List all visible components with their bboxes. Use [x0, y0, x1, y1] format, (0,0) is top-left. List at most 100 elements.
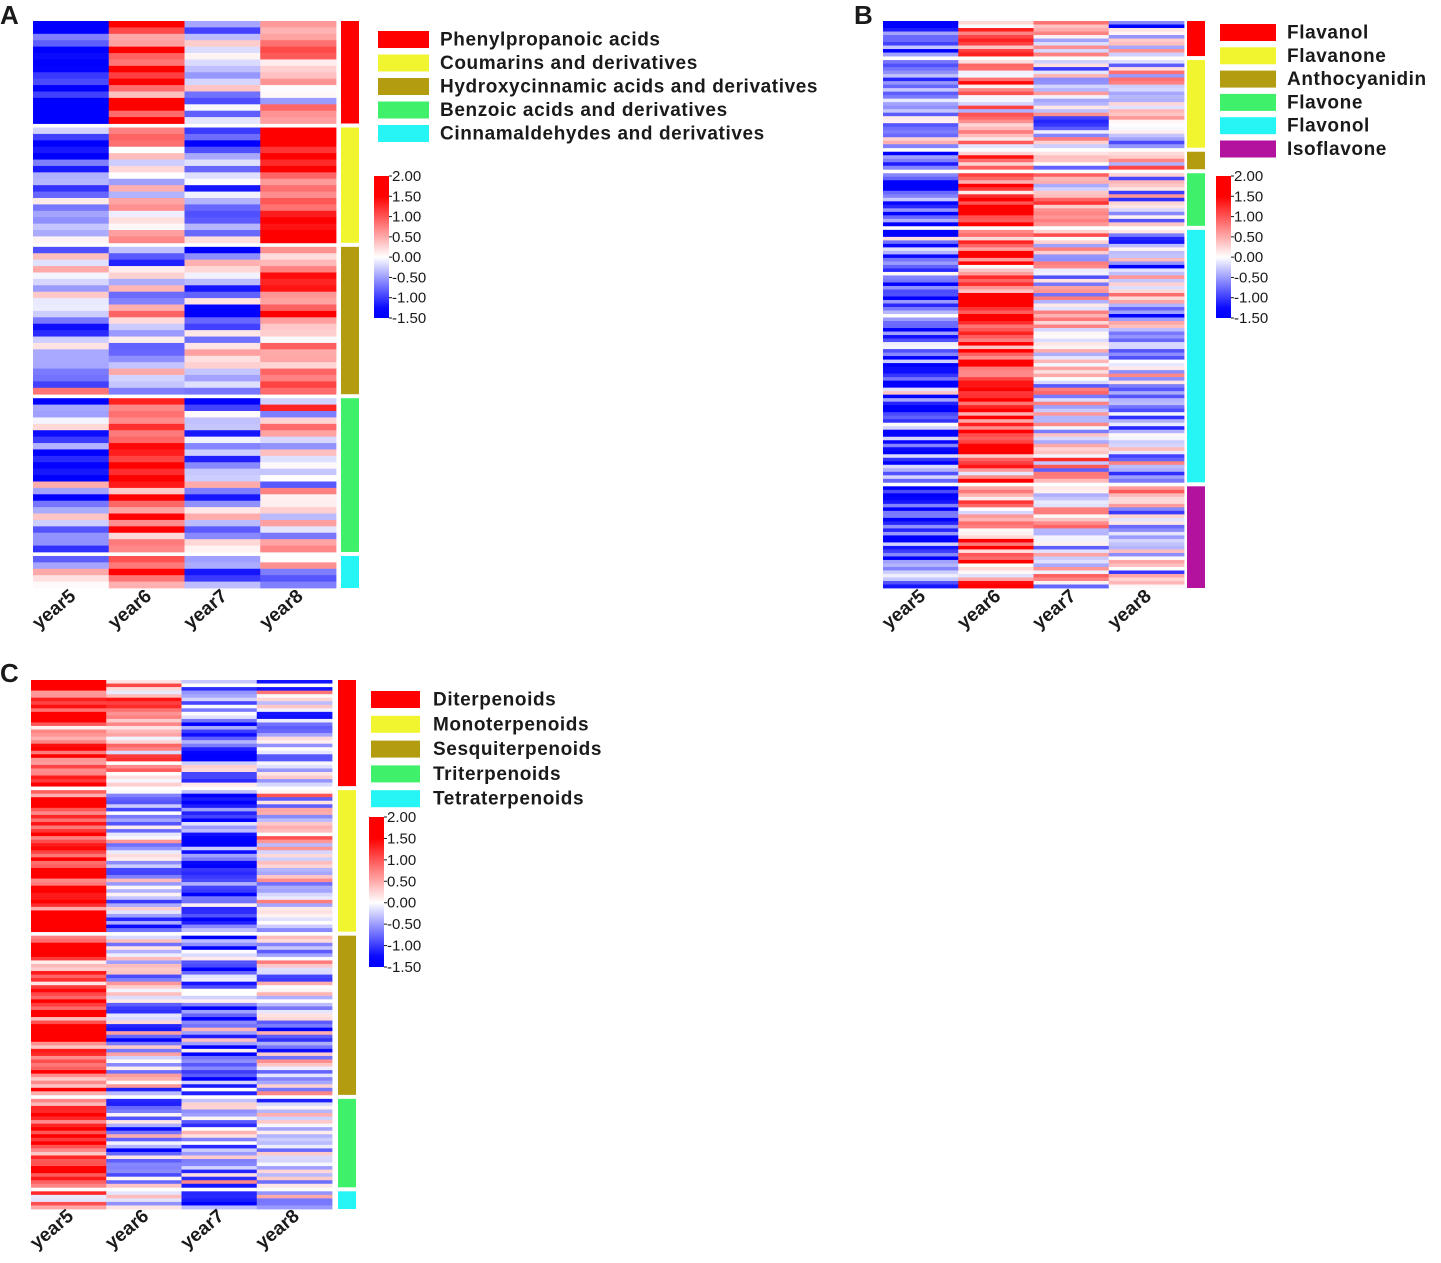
- heatmap-cell-a-coumarins-and-derivatives-3-year6: [108, 146, 185, 154]
- heatmap-cell-c-diterpenoids-29-year5: [31, 782, 107, 787]
- heatmap-cell-c-diterpenoids-3-year8: [256, 690, 333, 695]
- heatmap-cell-c-monoterpenoids-38-year6: [106, 924, 182, 929]
- heatmap-cell-b-flavonol-31-year7: [1033, 338, 1110, 343]
- heatmap-cell-b-flavonol-58-year5: [883, 433, 959, 438]
- heatmap-cell-c-triterpenoids-8-year8: [256, 1127, 333, 1132]
- heatmap-cell-c-diterpenoids-10-year8: [256, 715, 333, 720]
- heatmap-cell-a-coumarins-and-derivatives-16-year7: [184, 230, 261, 237]
- heatmap-cell-c-sesquiterpenoids-40-year6: [106, 1077, 182, 1082]
- heatmap-cell-c-monoterpenoids-17-year7: [181, 850, 258, 855]
- heatmap-cell-c-sesquiterpenoids-5-year7: [181, 953, 258, 958]
- heatmap-cell-c-triterpenoids-5-year5: [31, 1116, 107, 1121]
- heatmap-cell-c-diterpenoids-28-year7: [181, 779, 258, 783]
- heatmap-cell-b-flavonol-6-year7: [1033, 250, 1110, 255]
- heatmap-cell-a-hydroxycinnamic-acids-and-derivatives-21-year5: [33, 381, 110, 389]
- heatmap-cell-c-monoterpenoids-31-year5: [31, 899, 107, 904]
- color-scale-bar-a: [374, 176, 389, 318]
- heatmap-cell-a-phenylpropanoic-acids-6-year8: [260, 59, 337, 67]
- heatmap-cell-b-flavanone-11-year7: [1033, 98, 1110, 103]
- heatmap-cell-c-sesquiterpenoids-28-year8: [256, 1034, 333, 1039]
- heatmap-cell-b-isoflavone-16-year7: [1033, 542, 1110, 547]
- heatmap-cell-b-anthocyanidin-4-year7: [1033, 165, 1110, 170]
- heatmap-cell-b-flavonol-24-year6: [958, 314, 1034, 318]
- heatmap-cell-b-flavone-2-year7: [1033, 180, 1110, 185]
- heatmap-cell-c-sesquiterpenoids-21-year8: [256, 1009, 333, 1014]
- legend-swatch-a-coumarins-and-derivatives: [378, 54, 429, 72]
- heatmap-cell-b-flavone-7-year8: [1108, 197, 1185, 202]
- heatmap-cell-c-diterpenoids-26-year8: [256, 771, 333, 776]
- column-label-a-year7: year7: [180, 586, 232, 634]
- heatmap-cell-b-flavanone-3-year6: [958, 70, 1034, 75]
- heatmap-cell-b-anthocyanidin-3-year5: [883, 162, 959, 167]
- heatmap-cell-a-cinnamaldehydes-and-derivatives-4-year6: [108, 581, 185, 589]
- heatmap-cell-c-diterpenoids-18-year8: [256, 743, 333, 748]
- heatmap-cell-b-flavone-12-year5: [883, 215, 959, 220]
- heatmap-cell-b-flavanone-10-year5: [883, 95, 959, 100]
- heatmap-cell-c-triterpenoids-1-year8: [256, 1102, 333, 1107]
- heatmap-cell-a-hydroxycinnamic-acids-and-derivatives-16-year5: [33, 349, 110, 357]
- heatmap-cell-c-diterpenoids-27-year7: [181, 775, 258, 780]
- heatmap-cell-a-coumarins-and-derivatives-13-year7: [184, 210, 261, 218]
- heatmap-cell-a-hydroxycinnamic-acids-and-derivatives-11-year8: [260, 317, 337, 325]
- heatmap-cell-b-flavonol-30-year8: [1108, 335, 1185, 339]
- heatmap-cell-b-anthocyanidin-3-year6: [958, 162, 1034, 167]
- heatmap-cell-b-isoflavone-6-year5: [883, 507, 959, 512]
- heatmap-cell-b-isoflavone-9-year6: [958, 517, 1034, 522]
- heatmap-cell-b-flavonol-49-year6: [958, 401, 1034, 406]
- heatmap-cell-b-flavonol-17-year5: [883, 289, 959, 294]
- heatmap-cell-c-sesquiterpenoids-7-year8: [256, 960, 333, 965]
- legend-label-c-sesquiterpenoids: Sesquiterpenoids: [433, 739, 602, 760]
- heatmap-cell-b-flavone-12-year7: [1033, 215, 1110, 220]
- heatmap-cell-c-sesquiterpenoids-41-year8: [256, 1080, 333, 1085]
- heatmap-cell-b-flavonol-16-year5: [883, 285, 959, 290]
- heatmap-cell-b-flavanol-6-year5: [883, 42, 959, 46]
- heatmap-cell-c-sesquiterpenoids-15-year6: [106, 988, 182, 993]
- heatmap-cell-b-isoflavone-7-year8: [1108, 510, 1185, 515]
- heatmap-cell-c-sesquiterpenoids-33-year7: [181, 1052, 258, 1057]
- heatmap-cell-b-isoflavone-23-year7: [1033, 566, 1110, 571]
- heatmap-cell-c-monoterpenoids-15-year7: [181, 843, 258, 848]
- heatmap-cell-c-tetraterpenoids-4-year7: [181, 1205, 258, 1210]
- heatmap-cell-a-coumarins-and-derivatives-17-year6: [108, 236, 185, 244]
- heatmap-cell-b-flavonol-15-year5: [883, 282, 959, 287]
- heatmap-cell-a-benzoic-acids-and-derivatives-16-year7: [184, 500, 261, 508]
- heatmap-cell-c-diterpenoids-19-year6: [106, 747, 182, 752]
- heatmap-cell-b-flavonol-8-year8: [1108, 257, 1185, 262]
- heatmap-cell-b-flavonol-4-year6: [958, 243, 1034, 248]
- heatmap-cell-c-monoterpenoids-36-year8: [256, 917, 333, 922]
- heatmap-cell-c-monoterpenoids-3-year8: [256, 800, 333, 805]
- heatmap-cell-b-flavanone-23-year7: [1033, 140, 1110, 145]
- heatmap-cell-c-monoterpenoids-16-year6: [106, 846, 182, 851]
- heatmap-cell-b-flavonol-53-year5: [883, 415, 959, 420]
- heatmap-cell-a-coumarins-and-derivatives-15-year5: [33, 223, 110, 231]
- heatmap-cell-c-diterpenoids-25-year8: [256, 768, 333, 773]
- heatmap-cell-b-flavonol-33-year6: [958, 345, 1034, 350]
- heatmap-cell-b-flavanone-24-year7: [1033, 144, 1110, 149]
- heatmap-cell-b-flavonol-18-year8: [1108, 292, 1185, 297]
- heatmap-cell-c-diterpenoids-18-year7: [181, 743, 258, 748]
- heatmap-cell-c-triterpenoids-7-year8: [256, 1123, 333, 1128]
- heatmap-cell-b-flavanone-7-year7: [1033, 84, 1110, 89]
- heatmap-cell-a-benzoic-acids-and-derivatives-16-year6: [108, 500, 185, 508]
- heatmap-cell-b-flavonol-40-year7: [1033, 370, 1110, 375]
- heatmap-cell-c-diterpenoids-9-year6: [106, 711, 182, 716]
- heatmap-cell-c-monoterpenoids-18-year6: [106, 853, 182, 858]
- heatmap-cell-b-flavone-12-year8: [1108, 215, 1185, 220]
- heatmap-cell-a-benzoic-acids-and-derivatives-2-year8: [260, 411, 337, 418]
- heatmap-cell-b-isoflavone-20-year7: [1033, 556, 1110, 561]
- heatmap-cell-c-diterpenoids-29-year6: [106, 782, 182, 787]
- heatmap-cell-c-diterpenoids-4-year6: [106, 694, 182, 699]
- heatmap-cell-a-benzoic-acids-and-derivatives-23-year8: [260, 545, 337, 553]
- heatmap-cell-c-sesquiterpenoids-17-year6: [106, 995, 182, 1000]
- heatmap-cell-b-flavanone-22-year5: [883, 137, 959, 142]
- heatmap-cell-c-triterpenoids-22-year6: [106, 1176, 182, 1181]
- heatmap-cell-c-triterpenoids-11-year5: [31, 1137, 107, 1142]
- heatmap-cell-a-benzoic-acids-and-derivatives-21-year5: [33, 532, 110, 540]
- heatmap-cell-a-coumarins-and-derivatives-10-year8: [260, 191, 337, 199]
- heatmap-cell-c-diterpenoids-0-year5: [31, 680, 107, 684]
- heatmap-cell-c-diterpenoids-11-year6: [106, 718, 182, 723]
- heatmap-cell-b-flavanol-6-year6: [958, 42, 1034, 46]
- heatmap-cell-b-flavonol-60-year7: [1033, 440, 1110, 445]
- heatmap-cell-c-diterpenoids-26-year7: [181, 771, 258, 776]
- scale-tick-label-b-0: 2.00: [1234, 168, 1263, 185]
